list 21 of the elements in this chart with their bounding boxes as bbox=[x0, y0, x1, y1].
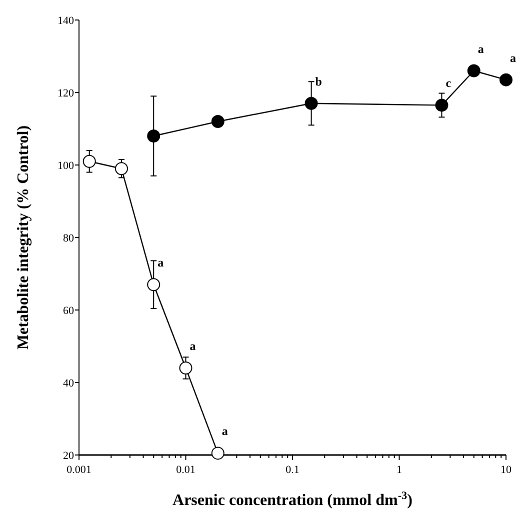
y-tick-label: 40 bbox=[63, 377, 74, 390]
y-tick-label: 140 bbox=[58, 14, 74, 27]
x-tick-label: 0.01 bbox=[176, 464, 196, 476]
y-tick-label: 20 bbox=[63, 450, 74, 462]
y-tick-label: 120 bbox=[58, 87, 74, 100]
x-axis-title: Arsenic concentration (mmol dm$^{-3}$) bbox=[172, 490, 412, 509]
annotation: a bbox=[222, 424, 228, 438]
x-tick-label: 10 bbox=[500, 464, 512, 476]
x-tick-label: 1 bbox=[396, 464, 402, 476]
x-tick-label: 0.1 bbox=[286, 464, 300, 476]
annotation: a bbox=[158, 256, 164, 270]
annotation: a bbox=[190, 339, 196, 353]
annotation: a bbox=[478, 42, 484, 56]
annotation: a bbox=[510, 50, 516, 65]
y-tick-label: 60 bbox=[63, 304, 74, 317]
annotation: b bbox=[315, 74, 322, 88]
x-tick-label: 0.001 bbox=[66, 464, 92, 476]
y-axis-title: Metabolite integrity (% Control) bbox=[15, 125, 32, 350]
annotation: c bbox=[446, 76, 452, 90]
y-tick-label: 80 bbox=[63, 232, 74, 244]
y-tick-label: 100 bbox=[58, 160, 74, 172]
